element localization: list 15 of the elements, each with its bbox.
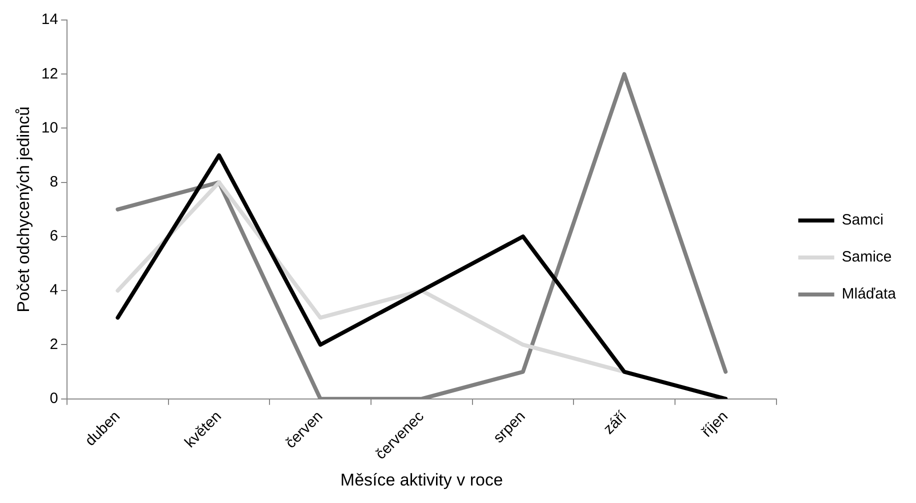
y-axis-title: Počet odchycených jedinců: [14, 106, 33, 312]
x-tick-label: září: [600, 407, 631, 438]
y-tick-label: 4: [50, 282, 58, 299]
legend-label: Samci: [842, 212, 884, 229]
legend-label: Mláďata: [842, 286, 897, 303]
y-tick-label: 12: [41, 65, 58, 82]
legend-label: Samice: [842, 248, 892, 266]
x-axis-title: Měsíce aktivity v roce: [340, 470, 503, 490]
y-tick-label: 0: [50, 390, 58, 407]
y-tick-label: 10: [41, 119, 58, 136]
y-tick-label: 6: [50, 228, 58, 245]
x-tick-label: říjen: [698, 408, 732, 441]
y-tick-label: 8: [50, 174, 58, 190]
y-tick-label: 14: [41, 11, 58, 28]
y-tick-label: 2: [50, 336, 58, 353]
